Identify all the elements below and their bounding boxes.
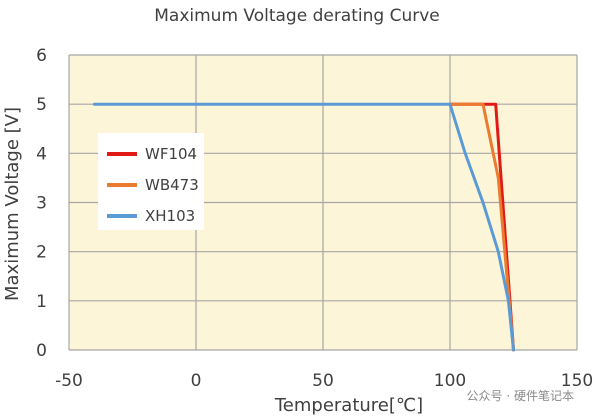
legend-label-wf104: WF104 — [145, 145, 197, 163]
y-tick-label-2: 2 — [36, 243, 47, 263]
y-axis-ticks: 0 1 2 3 4 5 6 — [36, 46, 47, 361]
x-tick-label-2: 50 — [312, 371, 334, 391]
x-tick-label-4: 150 — [561, 371, 593, 391]
x-tick-label-1: 0 — [191, 371, 202, 391]
legend: WF104 WB473 XH103 — [98, 133, 204, 230]
x-axis-ticks: -50 0 50 100 150 — [55, 371, 593, 391]
x-tick-label-0: -50 — [55, 371, 83, 391]
y-tick-label-3: 3 — [36, 194, 47, 214]
y-tick-label-5: 5 — [36, 95, 47, 115]
y-axis-title: Maximum Voltage [V] — [2, 107, 23, 301]
x-axis-title: Temperature[℃] — [274, 395, 423, 416]
legend-label-wb473: WB473 — [145, 176, 199, 194]
y-tick-label-6: 6 — [36, 46, 47, 66]
series-line-xh103 — [92, 102, 515, 352]
legend-box — [98, 133, 204, 230]
series-line-wb473 — [448, 102, 515, 352]
watermark-text: 公众号 · 硬件笔记本 — [467, 388, 574, 403]
y-tick-label-0: 0 — [36, 341, 47, 361]
legend-label-xh103: XH103 — [145, 207, 195, 225]
y-tick-label-1: 1 — [36, 292, 47, 312]
chart-title: Maximum Voltage derating Curve — [154, 6, 440, 26]
series-lines — [92, 102, 515, 352]
x-tick-label-3: 100 — [434, 371, 466, 391]
y-tick-label-4: 4 — [36, 144, 47, 164]
